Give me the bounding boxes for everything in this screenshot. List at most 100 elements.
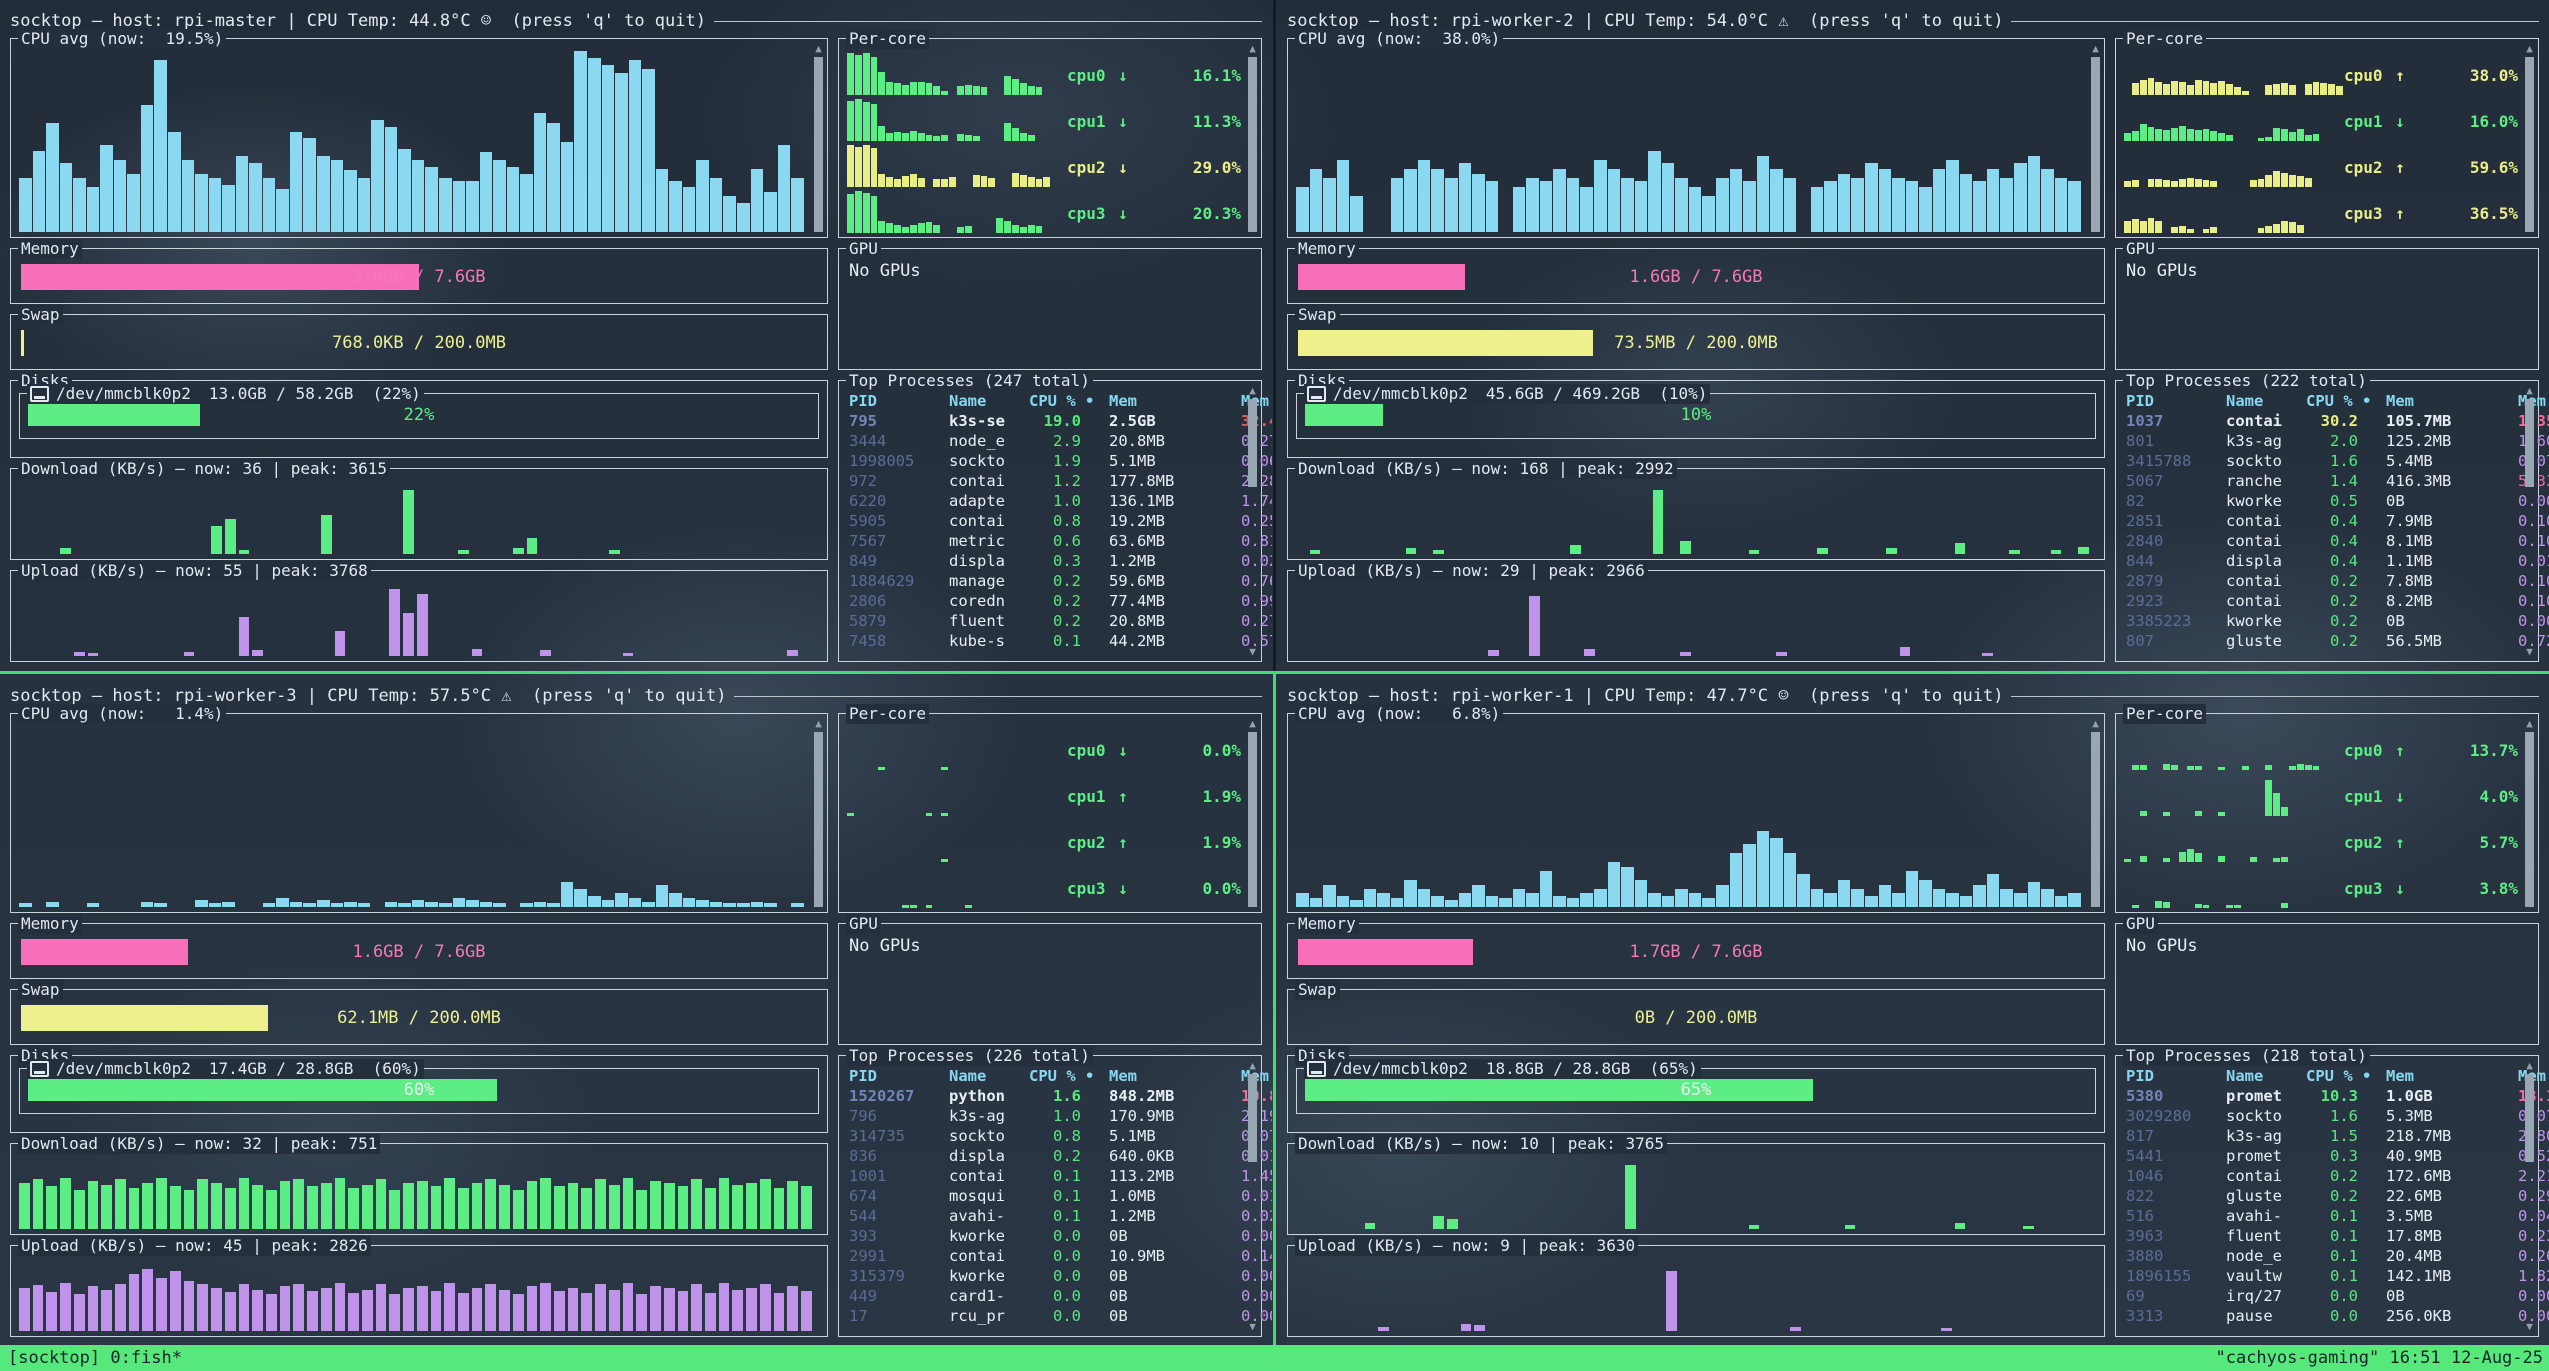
process-name: contai: [2226, 412, 2282, 430]
per-core-scrollbar[interactable]: ▲: [1246, 42, 1259, 234]
process-name: contai: [2226, 572, 2282, 590]
download-histogram: [1296, 1158, 2092, 1229]
cpu-scrollbar[interactable]: ▲: [2089, 42, 2102, 234]
process-row: 2923 contai 0.2 8.2MB 0.10%: [2126, 591, 2549, 611]
scroll-up-icon[interactable]: ▲: [2526, 1059, 2533, 1072]
header-mem[interactable]: Mem: [2386, 392, 2414, 410]
header-cpu-sort[interactable]: CPU % •: [2306, 1067, 2372, 1085]
scroll-down-icon[interactable]: ▼: [2526, 1320, 2533, 1333]
core-usage-value: 16.0%: [2469, 111, 2518, 131]
header-pid[interactable]: PID: [2126, 392, 2154, 410]
scroll-up-icon[interactable]: ▲: [815, 42, 822, 55]
scrollbar-thumb[interactable]: [1248, 1074, 1257, 1162]
pane-divider-vertical-bottom[interactable]: [1273, 674, 1276, 1345]
pane-title: socktop — host: rpi-worker-1 | CPU Temp:…: [1287, 686, 2004, 706]
core-stat-label: cpu1 ↓ 16.0%: [2344, 99, 2520, 143]
process-name: vaultw: [2226, 1267, 2282, 1285]
scroll-up-icon[interactable]: ▲: [2526, 717, 2533, 730]
scroll-down-icon[interactable]: ▼: [1249, 1320, 1256, 1333]
cpu-avg-histogram: [1296, 51, 2082, 232]
scrollbar-thumb[interactable]: [814, 732, 823, 907]
header-cpu-sort[interactable]: CPU % •: [1029, 392, 1095, 410]
tmux-session-window-tab[interactable]: [socktop] 0:fish*: [8, 1348, 182, 1368]
scrollbar-thumb[interactable]: [2091, 57, 2100, 232]
header-cpu-sort[interactable]: CPU % •: [2306, 392, 2372, 410]
header-mem[interactable]: Mem: [2386, 1067, 2414, 1085]
process-mem: 125.2MB: [2386, 432, 2452, 450]
upload-label: Upload (KB/s) — now: 55 | peak: 3768: [18, 561, 371, 581]
header-name[interactable]: Name: [2226, 392, 2264, 410]
header-mem[interactable]: Mem: [1109, 1067, 1137, 1085]
per-core-scrollbar[interactable]: ▲: [2523, 42, 2536, 234]
process-row: 3963 fluent 0.1 17.8MB 0.23%: [2126, 1226, 2549, 1246]
core-name: cpu2: [1067, 157, 1106, 177]
process-cpu-percent: 10.3: [2320, 1087, 2358, 1105]
process-mem: 136.1MB: [1109, 492, 1175, 510]
header-mem[interactable]: Mem: [1109, 392, 1137, 410]
download-panel: Download (KB/s) — now: 36 | peak: 3615: [10, 459, 828, 560]
scrollbar-thumb[interactable]: [1248, 399, 1257, 487]
core-usage-value: 5.7%: [2479, 832, 2518, 852]
top-processes-label: Top Processes (226 total): [846, 1046, 1093, 1066]
scroll-down-icon[interactable]: ▼: [2526, 645, 2533, 658]
scrollbar-thumb[interactable]: [2525, 399, 2534, 487]
process-mem: 63.6MB: [1109, 532, 1165, 550]
cpu-scrollbar[interactable]: ▲: [812, 717, 825, 909]
process-mem-percent: 0.10%: [2518, 572, 2549, 590]
scroll-up-icon[interactable]: ▲: [1249, 717, 1256, 730]
core-trend-arrow-icon: ↓: [2395, 111, 2405, 131]
process-scrollbar[interactable]: ▲ ▼: [1246, 384, 1259, 658]
pane-divider-vertical-top[interactable]: [1273, 0, 1276, 671]
scrollbar-thumb[interactable]: [2525, 1074, 2534, 1162]
process-row: 1046 contai 0.2 172.6MB 2.21%: [2126, 1166, 2549, 1186]
header-name[interactable]: Name: [949, 1067, 987, 1085]
process-pid: 69: [2126, 1287, 2145, 1305]
process-cpu-percent: 0.4: [2330, 552, 2358, 570]
scroll-up-icon[interactable]: ▲: [2526, 42, 2533, 55]
cpu-scrollbar[interactable]: ▲: [812, 42, 825, 234]
header-name[interactable]: Name: [2226, 1067, 2264, 1085]
process-scrollbar[interactable]: ▲ ▼: [2523, 384, 2536, 658]
scroll-up-icon[interactable]: ▲: [2526, 384, 2533, 397]
disk-bar: [1305, 404, 1384, 426]
scrollbar-thumb[interactable]: [2525, 57, 2534, 232]
header-pid[interactable]: PID: [849, 392, 877, 410]
scrollbar-thumb[interactable]: [1248, 732, 1257, 907]
process-name: metric: [949, 532, 1005, 550]
process-scrollbar[interactable]: ▲ ▼: [1246, 1059, 1259, 1333]
scrollbar-thumb[interactable]: [2091, 732, 2100, 907]
scroll-down-icon[interactable]: ▼: [1249, 645, 1256, 658]
scrollbar-thumb[interactable]: [1248, 57, 1257, 232]
scroll-up-icon[interactable]: ▲: [2092, 717, 2099, 730]
scrollbar-thumb[interactable]: [2525, 732, 2534, 907]
process-scrollbar[interactable]: ▲ ▼: [2523, 1059, 2536, 1333]
cpu-scrollbar[interactable]: ▲: [2089, 717, 2102, 909]
header-pid[interactable]: PID: [849, 1067, 877, 1085]
header-pid[interactable]: PID: [2126, 1067, 2154, 1085]
scroll-up-icon[interactable]: ▲: [815, 717, 822, 730]
scroll-up-icon[interactable]: ▲: [1249, 1059, 1256, 1072]
disk-bar: [1305, 1079, 1814, 1101]
process-name: contai: [2226, 532, 2282, 550]
disk-usage-text: 17.4GB / 28.8GB (60%): [208, 1059, 421, 1078]
process-cpu-percent: 1.0: [1053, 492, 1081, 510]
scroll-up-icon[interactable]: ▲: [1249, 42, 1256, 55]
header-cpu-sort[interactable]: CPU % •: [1029, 1067, 1095, 1085]
scrollbar-thumb[interactable]: [814, 57, 823, 232]
pane-divider-horizontal[interactable]: [0, 671, 2549, 674]
swap-label: Swap: [1295, 305, 1340, 325]
disk-meter: 10%: [1305, 404, 2087, 426]
process-cpu-percent: 0.0: [1053, 1267, 1081, 1285]
per-core-scrollbar[interactable]: ▲: [1246, 717, 1259, 909]
process-row: 5380 promet 10.3 1.0GB 13.14%: [2126, 1086, 2549, 1106]
process-mem-percent: 0.25%: [1241, 512, 1272, 530]
header-name[interactable]: Name: [949, 392, 987, 410]
process-pid: 2991: [849, 1247, 887, 1265]
scroll-up-icon[interactable]: ▲: [1249, 384, 1256, 397]
process-pid: 2923: [2126, 592, 2164, 610]
per-core-scrollbar[interactable]: ▲: [2523, 717, 2536, 909]
gpu-panel: GPU No GPUs: [838, 239, 1262, 370]
scroll-up-icon[interactable]: ▲: [2092, 42, 2099, 55]
core-stat-label: cpu1 ↓ 11.3%: [1067, 99, 1243, 143]
process-mem-percent: 1.45%: [1241, 1167, 1272, 1185]
